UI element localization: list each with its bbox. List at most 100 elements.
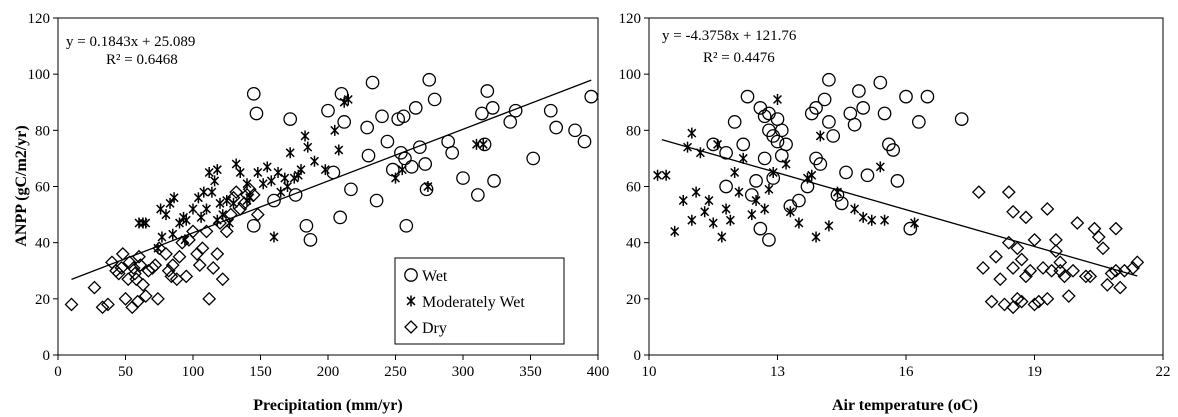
- data-point: [310, 155, 319, 167]
- data-point: [867, 214, 877, 226]
- legend-item: Wet: [404, 268, 448, 285]
- y-tick-label: 60: [626, 180, 641, 196]
- series-moderately-wet: [653, 93, 920, 243]
- data-point: [258, 178, 268, 190]
- x-tick-label: 22: [1156, 364, 1171, 380]
- data-point: [152, 241, 167, 256]
- data-point: [283, 181, 292, 192]
- x-tick-label: 250: [384, 364, 407, 380]
- data-point: [1019, 210, 1033, 225]
- data-point: [64, 297, 79, 312]
- data-point: [215, 272, 230, 287]
- data-point: [1040, 202, 1055, 216]
- data-point: [747, 209, 757, 221]
- data-point: [1048, 232, 1063, 247]
- data-point: [487, 174, 501, 188]
- data-point: [478, 138, 488, 150]
- data-point: [165, 258, 180, 273]
- data-point: [172, 249, 187, 264]
- data-point: [427, 92, 442, 107]
- data-point: [1006, 261, 1021, 275]
- data-point: [330, 124, 340, 136]
- data-point: [1019, 269, 1033, 284]
- data-point: [954, 112, 969, 126]
- y-tick-label: 120: [619, 11, 642, 27]
- x-axis-title: Air temperature (oC): [832, 397, 978, 414]
- data-point: [695, 147, 705, 159]
- data-point: [101, 297, 115, 312]
- data-point: [719, 179, 733, 194]
- data-point: [219, 224, 234, 239]
- x-axis-title: Precipitation (mm/yr): [253, 397, 402, 414]
- data-point: [136, 277, 150, 292]
- data-point: [877, 106, 892, 121]
- data-point: [822, 72, 836, 87]
- data-point: [299, 218, 314, 233]
- data-point: [190, 246, 204, 261]
- data-point: [785, 206, 795, 218]
- y-tick-label: 0: [634, 348, 642, 364]
- data-point: [207, 186, 217, 198]
- data-point: [418, 157, 433, 171]
- data-point: [288, 188, 303, 202]
- data-point: [114, 261, 129, 275]
- y-axis-title: ANPP (gC/m2/yr): [13, 125, 30, 246]
- data-point: [997, 297, 1012, 312]
- trendline: [661, 139, 1138, 277]
- data-point: [568, 123, 582, 138]
- data-point: [397, 164, 407, 176]
- data-point: [1126, 261, 1140, 275]
- data-point: [1083, 269, 1098, 284]
- legend-box: [394, 257, 565, 345]
- data-point: [150, 291, 165, 306]
- data-point: [472, 138, 481, 150]
- data-point: [704, 195, 714, 207]
- y-tick-label: 40: [35, 236, 50, 252]
- data-point: [834, 196, 849, 211]
- x-tick-label: 50: [118, 364, 133, 380]
- y-tick-label: 40: [626, 236, 641, 252]
- data-point: [303, 233, 318, 247]
- data-point: [204, 166, 214, 178]
- data-point: [856, 101, 871, 115]
- data-point: [419, 182, 434, 197]
- x-tick-label: 100: [182, 364, 205, 380]
- data-point: [141, 217, 151, 229]
- data-point: [130, 294, 145, 309]
- data-point: [1023, 263, 1038, 278]
- data-point: [847, 117, 862, 132]
- data-point: [196, 211, 206, 223]
- data-point: [811, 231, 821, 243]
- data-point: [361, 148, 376, 163]
- data-point: [832, 186, 842, 198]
- data-point: [242, 178, 252, 190]
- data-point: [993, 272, 1008, 287]
- legend-label: Dry: [422, 320, 447, 337]
- trendline-equation: y = -4.3758x + 121.76: [662, 28, 797, 44]
- data-point: [202, 291, 217, 306]
- data-point: [145, 261, 160, 275]
- data-point: [903, 221, 918, 236]
- data-point: [334, 144, 344, 156]
- data-point: [577, 134, 592, 149]
- data-point: [1006, 204, 1021, 219]
- data-point: [303, 141, 313, 153]
- data-point: [157, 231, 167, 243]
- data-point: [736, 137, 751, 152]
- data-point: [989, 249, 1003, 264]
- data-point: [285, 147, 295, 159]
- data-point: [477, 137, 492, 152]
- data-point: [526, 151, 541, 166]
- data-point: [161, 209, 171, 221]
- data-point: [1014, 294, 1029, 309]
- data-point: [753, 221, 768, 236]
- x-tick-label: 13: [770, 364, 785, 380]
- data-point: [276, 186, 286, 198]
- data-point: [1027, 297, 1042, 312]
- data-point: [237, 196, 252, 211]
- data-point: [549, 120, 564, 135]
- data-point: [380, 134, 395, 149]
- y-tick-label: 20: [626, 292, 641, 308]
- x-tick-label: 10: [642, 364, 657, 380]
